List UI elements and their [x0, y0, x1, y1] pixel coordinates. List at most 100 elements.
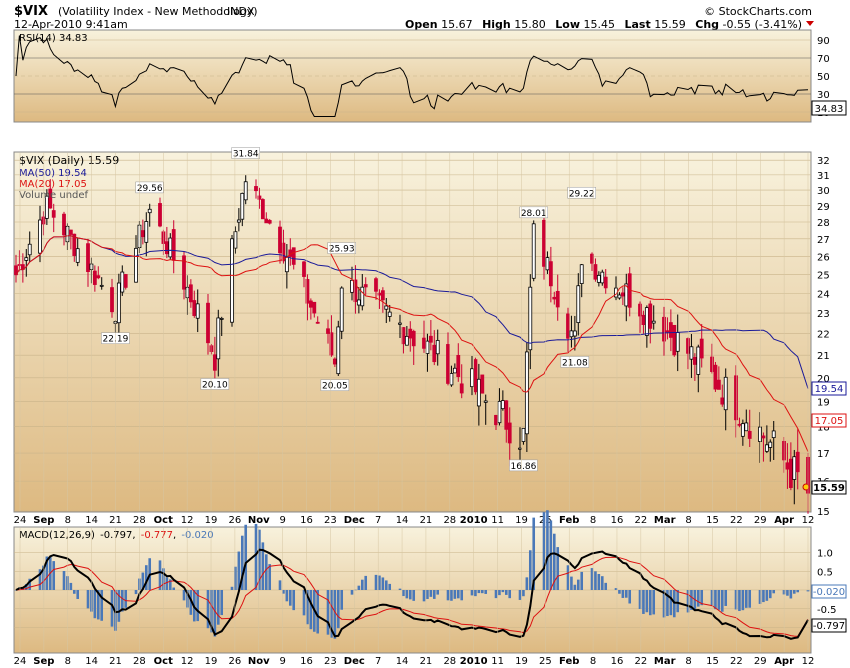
candle-body: [734, 375, 738, 421]
candle-body: [494, 414, 498, 426]
candle-body: [188, 284, 193, 303]
price-ytick: 32: [817, 156, 830, 167]
x-tick-label: 14: [85, 656, 98, 667]
macd-hist-bar: [210, 590, 213, 633]
x-tick-label: Oct: [154, 656, 173, 667]
annotation-label: 29.22: [569, 189, 595, 199]
candle-body: [48, 188, 53, 209]
x-tick-label: 24: [14, 656, 27, 667]
candle-body: [99, 284, 104, 287]
candle-body: [531, 223, 536, 279]
macd-hist-bar: [576, 579, 580, 590]
candle-body: [185, 286, 190, 299]
candle-body: [518, 447, 522, 450]
macd-hist-bar: [62, 570, 66, 590]
macd-hist-bar: [340, 590, 344, 610]
candle-body: [713, 364, 718, 390]
x-axis-middle: 24 Sep 8 14 21 28 Oct 12 19 26 Nov 9 16 23 Dec 7 14 21 28 2…: [14, 153, 814, 526]
macd-hist-bar: [614, 588, 618, 590]
macd-hist-bar: [672, 590, 676, 618]
candle-body: [339, 287, 344, 332]
x-tick-label: 14: [85, 515, 98, 526]
last-tag: 15.59: [813, 483, 845, 494]
macd-hist-bar: [518, 590, 522, 600]
chart-header: $VIX (Volatility Index - New Methodology…: [14, 4, 814, 31]
x-tick-label: Feb: [559, 515, 579, 526]
x-tick-label: 16: [611, 515, 624, 526]
macd-hist-bar: [282, 590, 285, 594]
candle-body: [68, 229, 73, 235]
candle-body: [425, 340, 430, 354]
x-tick-label: 8: [590, 515, 596, 526]
candle-body: [617, 294, 622, 299]
macd-hist-bar: [422, 590, 426, 602]
x-tick-label: 19: [205, 656, 218, 667]
macd-hist-bar: [93, 590, 97, 619]
x-tick-label: 28: [133, 656, 146, 667]
macd-hist-bar: [76, 590, 80, 599]
candle-body: [795, 451, 800, 473]
ma50-legend: MA(50) 19.54: [19, 168, 87, 179]
rsi-line: [15, 35, 809, 117]
candle-body: [788, 458, 793, 488]
candle-body: [312, 301, 317, 314]
candle-body: [668, 322, 673, 338]
candle-body: [72, 233, 77, 256]
ma20-tag-box: [811, 413, 847, 428]
x-tick-label: 28: [443, 515, 456, 526]
macd-hist-bar: [220, 590, 224, 616]
candle-body: [356, 299, 361, 306]
candle-body: [305, 279, 310, 304]
macd-hist-bar: [412, 590, 416, 601]
macd-hist-bar: [258, 529, 261, 590]
x-tick-label: 29: [754, 515, 767, 526]
macd-hist-bar: [326, 590, 330, 635]
x-tick-label: 8: [65, 515, 71, 526]
macd-hist-bar: [453, 590, 457, 599]
ma50-tag-box: [811, 381, 847, 396]
macd-hist-bar: [330, 590, 333, 638]
macd-hist-bar: [696, 590, 700, 607]
macd-hist-bar: [402, 590, 405, 597]
macd-hist-bar: [772, 590, 776, 594]
x-tick-label: 25: [539, 515, 552, 526]
macd-hist-bar: [268, 564, 272, 590]
datetime: 12-Apr-2010 9:41am: [14, 18, 128, 31]
macd-ytick: -0.5: [817, 605, 837, 616]
candle-body: [480, 374, 485, 394]
candle-body: [281, 242, 286, 262]
price-ytick: 17: [817, 449, 830, 460]
macd-hist-bar: [237, 551, 241, 590]
candle-body: [710, 356, 714, 372]
macd-hist-bar: [765, 590, 769, 601]
macd-hist-bar: [168, 579, 172, 590]
x-tick-label: 26: [229, 656, 242, 667]
macd-hist-bar: [638, 590, 642, 610]
candle-body: [596, 274, 601, 283]
candle-body: [374, 278, 378, 292]
x-tick-label: 14: [396, 515, 409, 526]
macd-hist-bar: [244, 524, 248, 590]
macd-hist-bar: [566, 565, 570, 590]
candle-body: [243, 181, 248, 201]
macd-hist-bar: [288, 590, 292, 606]
candle-body: [446, 344, 450, 384]
candle-body: [377, 292, 382, 296]
macd-hist-bar: [522, 590, 525, 597]
x-tick-label: 12: [181, 515, 194, 526]
candle-body: [662, 316, 666, 342]
macd-hist-bar: [350, 590, 354, 595]
candle-body: [689, 346, 694, 360]
macd-line: [15, 548, 809, 640]
macd-hist-bar: [600, 576, 604, 590]
annotation-box: [509, 459, 538, 472]
annotation-label: 20.10: [202, 380, 228, 390]
candle-body: [65, 225, 70, 243]
chg-label: Chg: [695, 18, 719, 31]
candle-body: [147, 208, 152, 214]
candle-body: [44, 195, 49, 219]
candle-body: [336, 326, 341, 375]
candle-body: [216, 317, 221, 360]
hist-tag: -0.020: [813, 587, 845, 598]
